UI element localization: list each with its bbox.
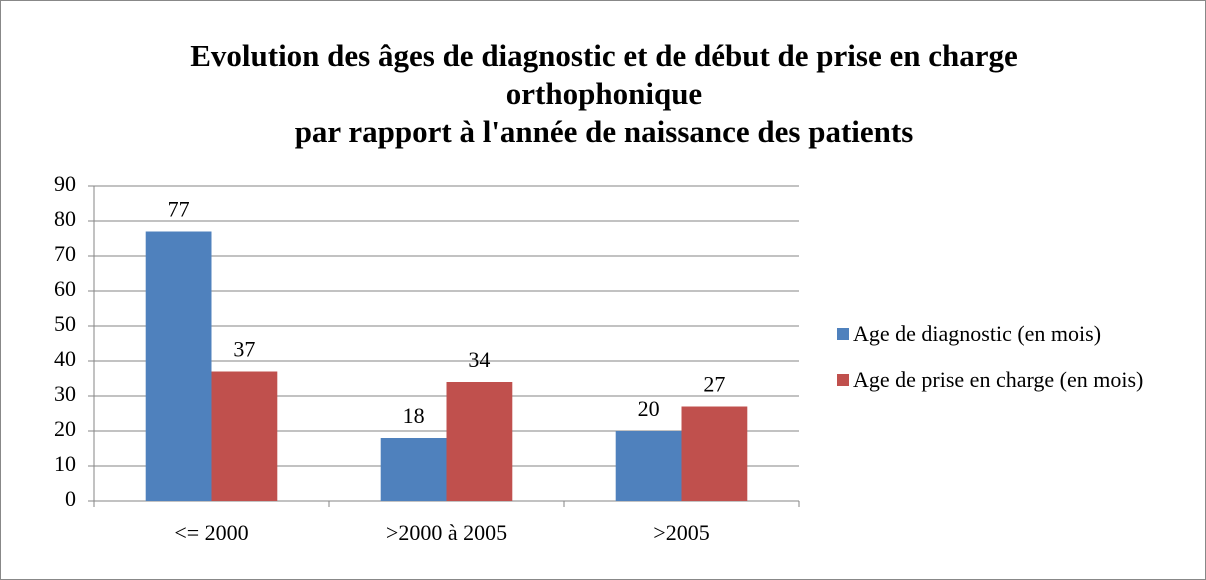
bar: [681, 406, 748, 501]
legend-entry: Age de diagnostic (en mois): [837, 319, 1197, 349]
bar: [615, 431, 682, 501]
y-tick-label: 0: [65, 486, 76, 511]
legend-swatch: [837, 374, 849, 386]
y-tick-label: 70: [54, 241, 76, 266]
x-tick-label: <= 2000: [174, 520, 248, 545]
data-label: 18: [403, 403, 425, 428]
y-tick-label: 40: [54, 346, 76, 371]
data-label: 27: [703, 372, 725, 397]
y-tick-label: 80: [54, 206, 76, 231]
y-tick-label: 10: [54, 451, 76, 476]
y-tick-label: 90: [54, 171, 76, 196]
legend-label: Age de prise en charge (en mois): [853, 367, 1144, 392]
x-tick-label: >2005: [653, 520, 709, 545]
data-label: 34: [468, 347, 490, 372]
legend-label: Age de diagnostic (en mois): [853, 321, 1102, 346]
y-tick-label: 30: [54, 381, 76, 406]
y-tick-label: 20: [54, 416, 76, 441]
chart-title: Evolution des âges de diagnostic et de d…: [190, 38, 1018, 149]
x-tick-label: >2000 à 2005: [386, 520, 507, 545]
data-label: 20: [638, 396, 660, 421]
data-label: 37: [233, 337, 255, 362]
bar: [145, 231, 212, 501]
bar: [211, 371, 278, 501]
y-tick-label: 50: [54, 311, 76, 336]
legend-swatch: [837, 328, 849, 340]
data-label: 77: [168, 197, 190, 222]
y-tick-label: 60: [54, 276, 76, 301]
legend: Age de diagnostic (en mois) Age de prise …: [837, 319, 1197, 411]
bar: [446, 382, 513, 501]
bar: [380, 438, 447, 501]
legend-entry: Age de prise en charge (en mois): [837, 365, 1197, 395]
